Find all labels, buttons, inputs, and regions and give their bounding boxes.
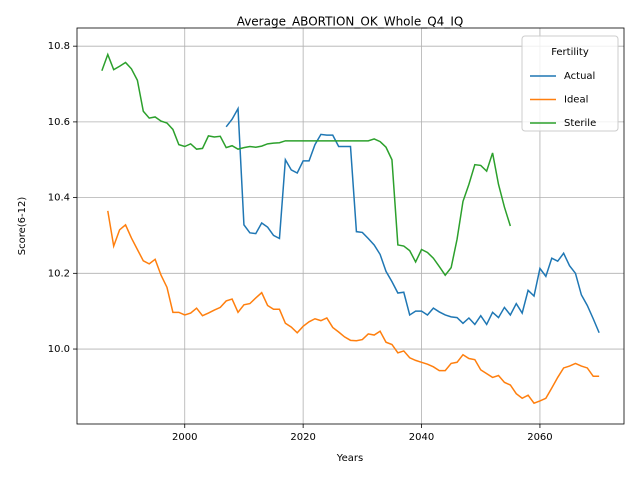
- y-axis-label: Score(6-12): [17, 197, 28, 256]
- y-tick-label: 10.6: [48, 117, 70, 128]
- x-tick-label: 2060: [527, 432, 552, 443]
- x-tick-label: 2000: [172, 432, 197, 443]
- legend-label: Actual: [564, 71, 595, 82]
- y-tick-label: 10.2: [48, 268, 70, 279]
- line-series: [107, 210, 600, 405]
- y-tick-label: 10.8: [48, 41, 70, 52]
- chart-title: Average_ABORTION_OK_Whole_Q4_IQ: [237, 15, 464, 29]
- legend-title: Fertility: [551, 47, 589, 58]
- legend-label: Ideal: [564, 95, 588, 106]
- legend-box: [521, 35, 619, 132]
- line-series: [225, 105, 600, 334]
- x-axis-label: Years: [336, 453, 363, 464]
- x-tick-label: 2020: [290, 432, 315, 443]
- line-series: [101, 52, 512, 277]
- x-tick-label: 2040: [409, 432, 434, 443]
- y-tick-label: 10.4: [48, 193, 70, 204]
- legend-label: Sterile: [564, 118, 596, 129]
- axes-frame: [76, 27, 625, 425]
- y-tick-label: 10.0: [48, 344, 70, 355]
